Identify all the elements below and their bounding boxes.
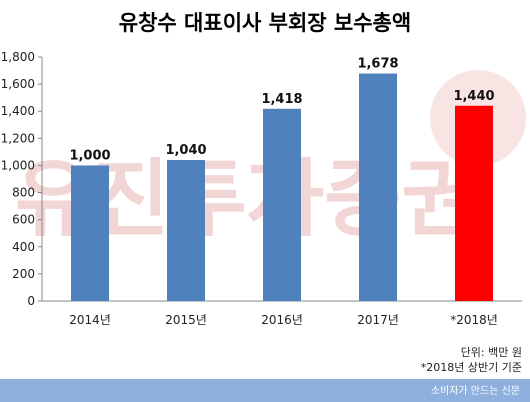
y-tick-label: 1,400 [1,104,35,118]
y-tick-label: 1,800 [1,50,35,64]
y-tick-label: 600 [12,213,35,227]
footer-bar [0,379,530,402]
bar-value-label: 1,440 [453,89,494,104]
y-tick-label: 400 [12,240,35,254]
value-labels: 1,000 1,040 1,418 1,678 1,440 [69,57,494,164]
bar [263,108,301,301]
bar-value-label: 1,678 [357,57,398,72]
y-tick-label: 0 [27,294,35,308]
y-tick-label: 800 [12,186,35,200]
bar [359,73,397,301]
bar [455,105,493,301]
bar-value-label: 1,040 [165,143,206,158]
y-tick-label: 200 [12,267,35,281]
bar [167,160,205,301]
bar [71,165,109,301]
basis-note: *2018년 상반기 기준 [421,361,522,374]
x-tick-label: 2016년 [261,313,303,327]
chart-title: 유창수 대표이사 부회장 보수총액 [119,11,411,35]
y-tick-label: 1,000 [1,158,35,172]
y-ticks: 0 200 400 600 800 1,000 1,200 1,400 1,600 1,800 [1,50,42,308]
bar-value-label: 1,000 [69,148,110,163]
y-tick-label: 1,600 [1,77,35,91]
bar-value-label: 1,418 [261,92,302,107]
x-tick-label: *2018년 [450,313,498,327]
unit-note: 단위: 백만 원 [461,346,522,359]
x-tick-label: 2015년 [165,313,207,327]
bars [71,73,493,301]
x-tick-label: 2014년 [69,313,111,327]
x-tick-labels: 2014년 2015년 2016년 2017년 *2018년 [69,313,498,327]
y-tick-label: 1,200 [1,131,35,145]
footer-text: 소비자가 만드는 신문 [431,385,520,397]
x-tick-label: 2017년 [357,313,399,327]
